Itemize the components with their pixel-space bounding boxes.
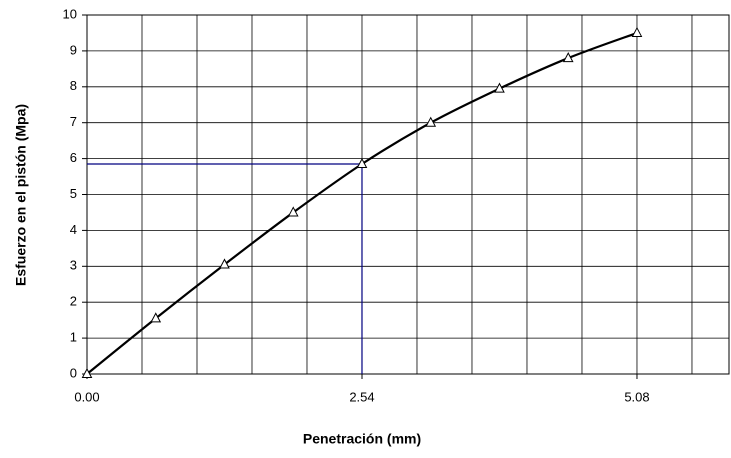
data-point	[356, 157, 368, 168]
y-tick-label: 0	[70, 365, 77, 380]
data-point	[81, 367, 93, 378]
y-tick-label: 7	[70, 114, 77, 129]
x-tick-label: 5.08	[624, 389, 649, 404]
x-tick-label: 0.00	[74, 389, 99, 404]
y-tick-label: 4	[70, 222, 77, 237]
y-tick-label: 10	[63, 6, 77, 21]
data-point	[150, 312, 162, 323]
data-point	[287, 206, 299, 217]
y-tick-label: 2	[70, 294, 77, 309]
x-axis-title: Penetración (mm)	[303, 431, 421, 447]
y-tick-label: 8	[70, 78, 77, 93]
x-tick-label: 2.54	[349, 389, 374, 404]
y-tick-label: 5	[70, 186, 77, 201]
data-point	[631, 26, 643, 37]
y-tick-label: 6	[70, 150, 77, 165]
y-tick-label: 3	[70, 258, 77, 273]
data-point	[562, 52, 574, 63]
data-point	[425, 116, 437, 127]
data-point	[219, 258, 230, 269]
y-tick-label: 9	[70, 42, 77, 57]
y-axis-title: Esfuerzo en el pistón (Mpa)	[13, 104, 29, 286]
y-tick-label: 1	[70, 330, 77, 345]
data-line	[86, 31, 638, 375]
data-point	[494, 82, 505, 93]
